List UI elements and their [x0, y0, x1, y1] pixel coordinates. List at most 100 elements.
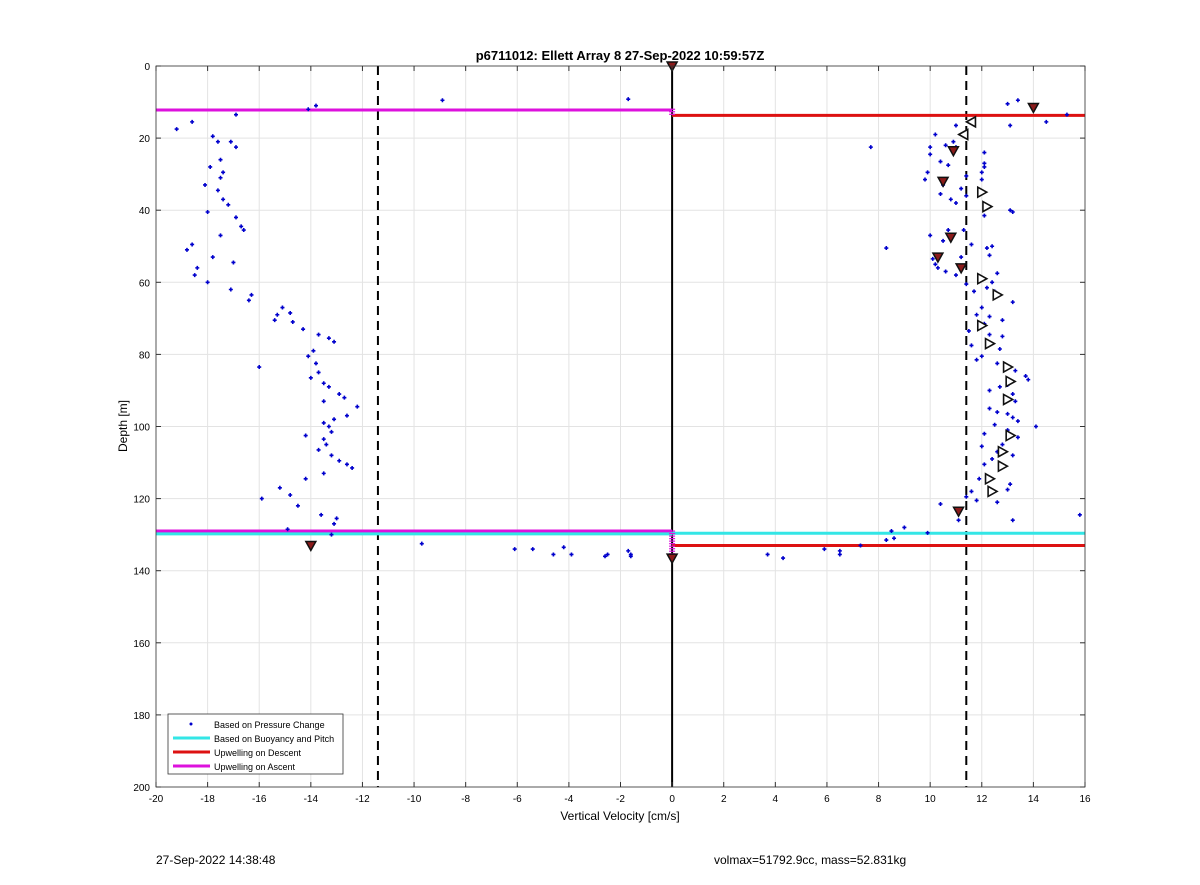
y-tick-label: 40 [139, 206, 151, 217]
left-triangle-marker [964, 115, 977, 129]
legend: Based on Pressure Change Based on Buoyan… [167, 713, 344, 775]
upwelling-marker [1027, 102, 1040, 115]
pressure-change-point [982, 431, 987, 436]
pressure-change-point [953, 200, 958, 205]
pressure-change-point [1044, 119, 1049, 124]
x-tick-label: 14 [1028, 794, 1040, 805]
pressure-change-point [218, 175, 223, 180]
left-triangle-marker [957, 128, 969, 141]
pressure-change-point [228, 139, 233, 144]
pressure-change-point [938, 159, 943, 164]
pressure-change-point [964, 193, 969, 198]
y-tick-label: 180 [133, 711, 150, 722]
grid [155, 65, 1086, 788]
pressure-change-point [933, 132, 938, 137]
pressure-change-point [987, 332, 992, 337]
pressure-change-point [210, 255, 215, 260]
pressure-change-point [241, 228, 246, 233]
pressure-change-point [321, 381, 326, 386]
pressure-change-point [512, 547, 517, 552]
pressure-change-point [329, 532, 334, 537]
pressure-change-point [344, 413, 349, 418]
pressure-change-point [972, 289, 977, 294]
pressure-change-point [979, 354, 984, 359]
pressure-change-point [969, 343, 974, 348]
pressure-change-point [551, 552, 556, 557]
pressure-change-point [987, 314, 992, 319]
pressure-change-point [992, 422, 997, 427]
legend-label: Upwelling on Ascent [214, 762, 296, 772]
x-tick-label: 10 [925, 794, 937, 805]
right-triangle-marker [992, 288, 1004, 302]
y-tick-label: 140 [133, 567, 150, 578]
x-tick-label: -14 [304, 794, 319, 805]
pressure-change-point [239, 224, 244, 229]
pressure-change-point [350, 465, 355, 470]
pressure-change-point [1008, 482, 1013, 487]
pressure-change-point [987, 253, 992, 258]
pressure-change-point [979, 177, 984, 182]
pressure-change-point [943, 143, 948, 148]
pressure-change-point [1013, 368, 1018, 373]
pressure-change-point [321, 471, 326, 476]
plot-frame [155, 65, 1086, 788]
pressure-change-point [342, 395, 347, 400]
pressure-change-point [329, 429, 334, 434]
right-triangle-marker [1002, 360, 1015, 374]
pressure-change-point [974, 357, 979, 362]
right-triangle-marker [997, 459, 1010, 473]
pressure-change-point [233, 215, 238, 220]
y-tick-label: 120 [133, 495, 150, 506]
pressure-change-point [1005, 411, 1010, 416]
pressure-change-point [977, 476, 982, 481]
right-triangle-marker [997, 445, 1010, 459]
footer-info: volmax=51792.9cc, mass=52.831kg [714, 853, 907, 867]
x-tick-label: -18 [200, 794, 215, 805]
legend-label: Based on Buoyancy and Pitch [214, 734, 334, 744]
pressure-change-point [1077, 512, 1082, 517]
pressure-change-point [953, 123, 958, 128]
pressure-change-point [938, 502, 943, 507]
pressure-change-point [195, 265, 200, 270]
pressure-change-point [990, 280, 995, 285]
pressure-change-point [337, 458, 342, 463]
pressure-change-point [951, 139, 956, 144]
pressure-change-point [326, 336, 331, 341]
pressure-change-point [192, 273, 197, 278]
upwelling-marker [947, 145, 960, 158]
pressure-change-point [626, 97, 631, 102]
pressure-change-point [184, 247, 189, 252]
pressure-change-point [928, 233, 933, 238]
right-triangle-marker [976, 319, 989, 332]
pressure-change-point [964, 282, 969, 287]
pressure-change-point [765, 552, 770, 557]
pressure-change-point [311, 348, 316, 353]
x-tick-label: 16 [1079, 794, 1091, 805]
pressure-change-point [969, 242, 974, 247]
pressure-change-point [1026, 377, 1031, 382]
pressure-change-point [275, 312, 280, 317]
y-tick-label: 60 [139, 278, 151, 289]
legend-label: Upwelling on Descent [214, 748, 302, 758]
pressure-change-point [190, 242, 195, 247]
pressure-change-point [203, 182, 208, 187]
pressure-change-point [257, 365, 262, 370]
x-tick-label: -12 [355, 794, 370, 805]
pressure-change-point [995, 271, 1000, 276]
pressure-change-point [943, 269, 948, 274]
pressure-change-point [344, 462, 349, 467]
pressure-change-point [1000, 442, 1005, 447]
pressure-change-point [995, 410, 1000, 415]
upwelling-marker [936, 176, 950, 188]
pressure-change-point [982, 161, 987, 166]
right-triangle-marker [976, 272, 989, 286]
pressure-change-point [288, 310, 293, 315]
pressure-change-point [997, 346, 1002, 351]
pressure-change-point [987, 388, 992, 393]
pressure-change-point [326, 424, 331, 429]
pressure-change-point [319, 512, 324, 517]
pressure-change-point [174, 127, 179, 132]
y-axis-label: Depth [m] [116, 400, 130, 452]
pressure-change-point [979, 305, 984, 310]
pressure-change-point [1015, 419, 1020, 424]
